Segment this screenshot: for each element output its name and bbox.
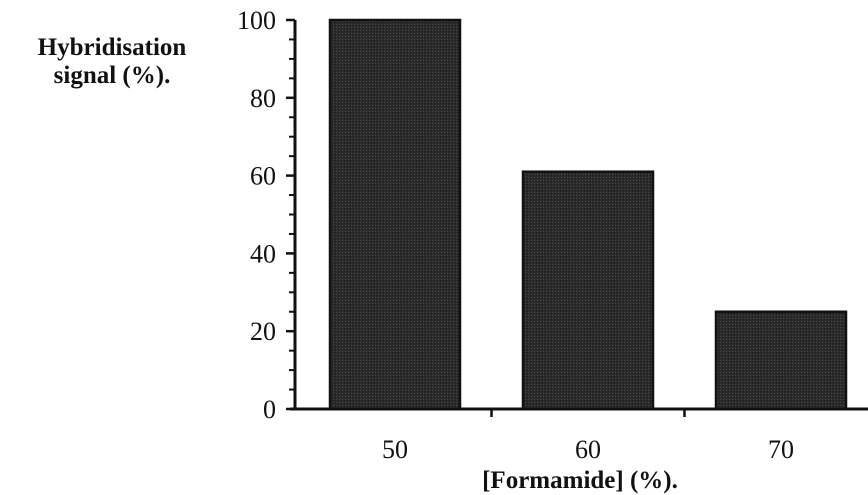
x-axis-label: [Formamide] (%). [482,467,678,494]
x-axis-ticks: 50 60 70 [382,409,794,464]
y-tick-label: 80 [250,84,276,113]
y-axis-label-line-2: signal (%). [54,62,171,89]
x-tick-label-50: 50 [382,435,408,464]
y-tick-label: 0 [263,395,276,424]
x-tick-label-60: 60 [575,435,601,464]
y-tick-label: 40 [250,239,276,268]
y-tick-label: 100 [237,6,276,35]
x-tick-label-70: 70 [768,435,794,464]
bar-60 [521,170,655,411]
y-axis-ticks: 0 20 40 60 80 100 [237,6,295,424]
bars-group [328,18,848,411]
y-axis-label-line-1: Hybridisation [38,34,187,61]
y-tick-label: 20 [250,317,276,346]
bar-70 [714,310,848,411]
bar-50 [328,18,462,411]
y-tick-label: 60 [250,162,276,191]
